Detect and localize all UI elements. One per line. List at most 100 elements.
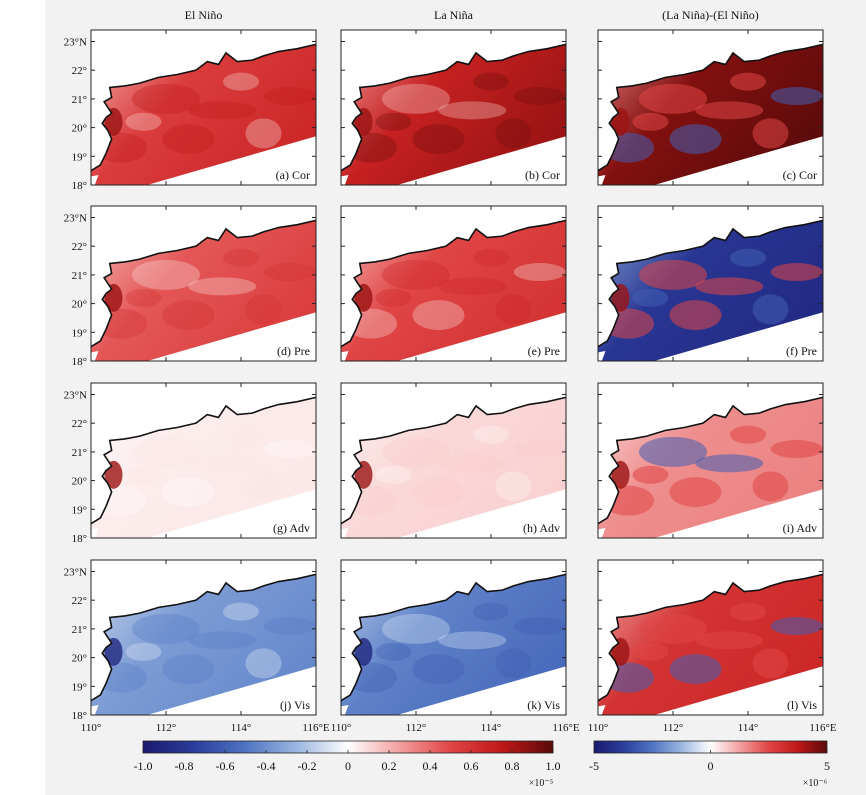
no-data-region xyxy=(147,312,316,361)
panel-frame xyxy=(597,205,824,362)
field-feature xyxy=(669,300,722,331)
field-feature xyxy=(245,471,282,502)
colorbar-tick-label: -0.4 xyxy=(257,759,276,773)
land-mask xyxy=(91,174,99,185)
colorbar-tick-label: -0.2 xyxy=(298,759,317,773)
field-feature xyxy=(125,465,162,484)
lon-tick-label: 112° xyxy=(663,722,684,734)
field-feature xyxy=(770,87,823,106)
land-mask xyxy=(341,704,349,715)
field-feature xyxy=(473,425,509,444)
field-feature xyxy=(375,112,412,131)
lat-tick-label: 22° xyxy=(72,241,87,253)
field-feature xyxy=(639,436,707,467)
land-mask xyxy=(91,704,99,715)
lon-tick-label: 114° xyxy=(738,722,759,734)
field-feature xyxy=(495,648,532,679)
field-feature xyxy=(263,263,316,282)
lon-tick-label: 114° xyxy=(231,722,252,734)
colorbar-scale-label: ×10⁻⁵ xyxy=(529,778,553,789)
column-title: El Niño xyxy=(185,8,223,22)
lat-tick-label: 19° xyxy=(72,327,87,339)
field-feature xyxy=(125,288,162,307)
panel-label: (j) Vis xyxy=(280,698,310,712)
field-feature xyxy=(752,294,789,325)
land-mask xyxy=(598,174,606,185)
field-feature xyxy=(263,87,316,106)
field-feature xyxy=(752,471,789,502)
field-texture xyxy=(95,602,316,693)
field-feature xyxy=(188,101,257,120)
column-title: (La Niña)-(El Niño) xyxy=(662,8,759,22)
field-feature xyxy=(669,124,722,155)
coastline xyxy=(91,396,316,525)
column-title: La Niña xyxy=(434,8,474,22)
field-feature xyxy=(412,654,465,685)
field-feature xyxy=(382,259,450,290)
field-feature xyxy=(495,471,532,502)
colorbar-scale-label: ×10⁻⁶ xyxy=(803,778,828,789)
field-feature xyxy=(245,294,282,325)
field-feature xyxy=(223,425,259,444)
panel-frame xyxy=(340,559,567,716)
field-feature xyxy=(730,425,766,444)
field-feature xyxy=(513,87,566,106)
coastline xyxy=(598,219,823,348)
field-feature xyxy=(162,124,215,155)
panel-frame xyxy=(90,205,317,362)
field-feature xyxy=(162,654,215,685)
land-mask xyxy=(91,560,316,701)
panel-label: (h) Adv xyxy=(523,521,560,535)
panel xyxy=(340,29,567,186)
land-mask xyxy=(598,527,606,538)
panel xyxy=(340,382,567,539)
field-feature xyxy=(639,83,707,114)
lat-tick-label: 20° xyxy=(72,123,87,135)
field-feature xyxy=(223,72,259,91)
field-feature xyxy=(473,602,509,621)
field-feature xyxy=(730,72,766,91)
no-data-region xyxy=(397,489,566,538)
field-feature xyxy=(263,617,316,636)
field-feature xyxy=(473,72,509,91)
panel xyxy=(597,559,824,716)
lat-tick-label: 18° xyxy=(72,180,87,192)
field-feature xyxy=(495,294,532,325)
field-feature xyxy=(162,477,215,508)
field-feature xyxy=(245,118,282,149)
colorbar-tick-label: 0.4 xyxy=(423,759,438,773)
lat-tick-label: 18° xyxy=(72,533,87,545)
field-feature xyxy=(513,263,566,282)
lon-tick-label: 116°E xyxy=(809,722,836,734)
field-feature xyxy=(188,631,257,650)
coastline xyxy=(598,43,823,172)
no-data-region xyxy=(397,312,566,361)
no-data-region xyxy=(654,136,823,185)
no-data-region xyxy=(654,312,823,361)
land-mask xyxy=(91,206,316,347)
land-mask xyxy=(91,527,99,538)
lat-tick-label: 21° xyxy=(72,94,87,106)
lat-tick-label: 22° xyxy=(72,418,87,430)
coastline xyxy=(91,219,316,348)
field-texture xyxy=(602,602,823,693)
panel xyxy=(90,559,317,716)
panel-label: (g) Adv xyxy=(273,521,310,535)
panel-label: (c) Cor xyxy=(783,168,817,182)
no-data-region xyxy=(654,489,823,538)
field-feature xyxy=(382,83,450,114)
coastline xyxy=(91,573,316,702)
colorbar-tick-label: 1.0 xyxy=(546,759,561,773)
coastline xyxy=(598,573,823,702)
land-mask xyxy=(598,350,606,361)
lon-tick-label: 116°E xyxy=(552,722,579,734)
lon-tick-label: 110° xyxy=(331,722,352,734)
lat-tick-label: 20° xyxy=(72,653,87,665)
lat-tick-label: 23°N xyxy=(64,36,87,48)
field-feature xyxy=(513,440,566,459)
lat-tick-label: 20° xyxy=(72,299,87,311)
panel-label: (e) Pre xyxy=(528,344,560,358)
coastline xyxy=(598,396,823,525)
colorbar-tick-label: 0.2 xyxy=(382,759,397,773)
